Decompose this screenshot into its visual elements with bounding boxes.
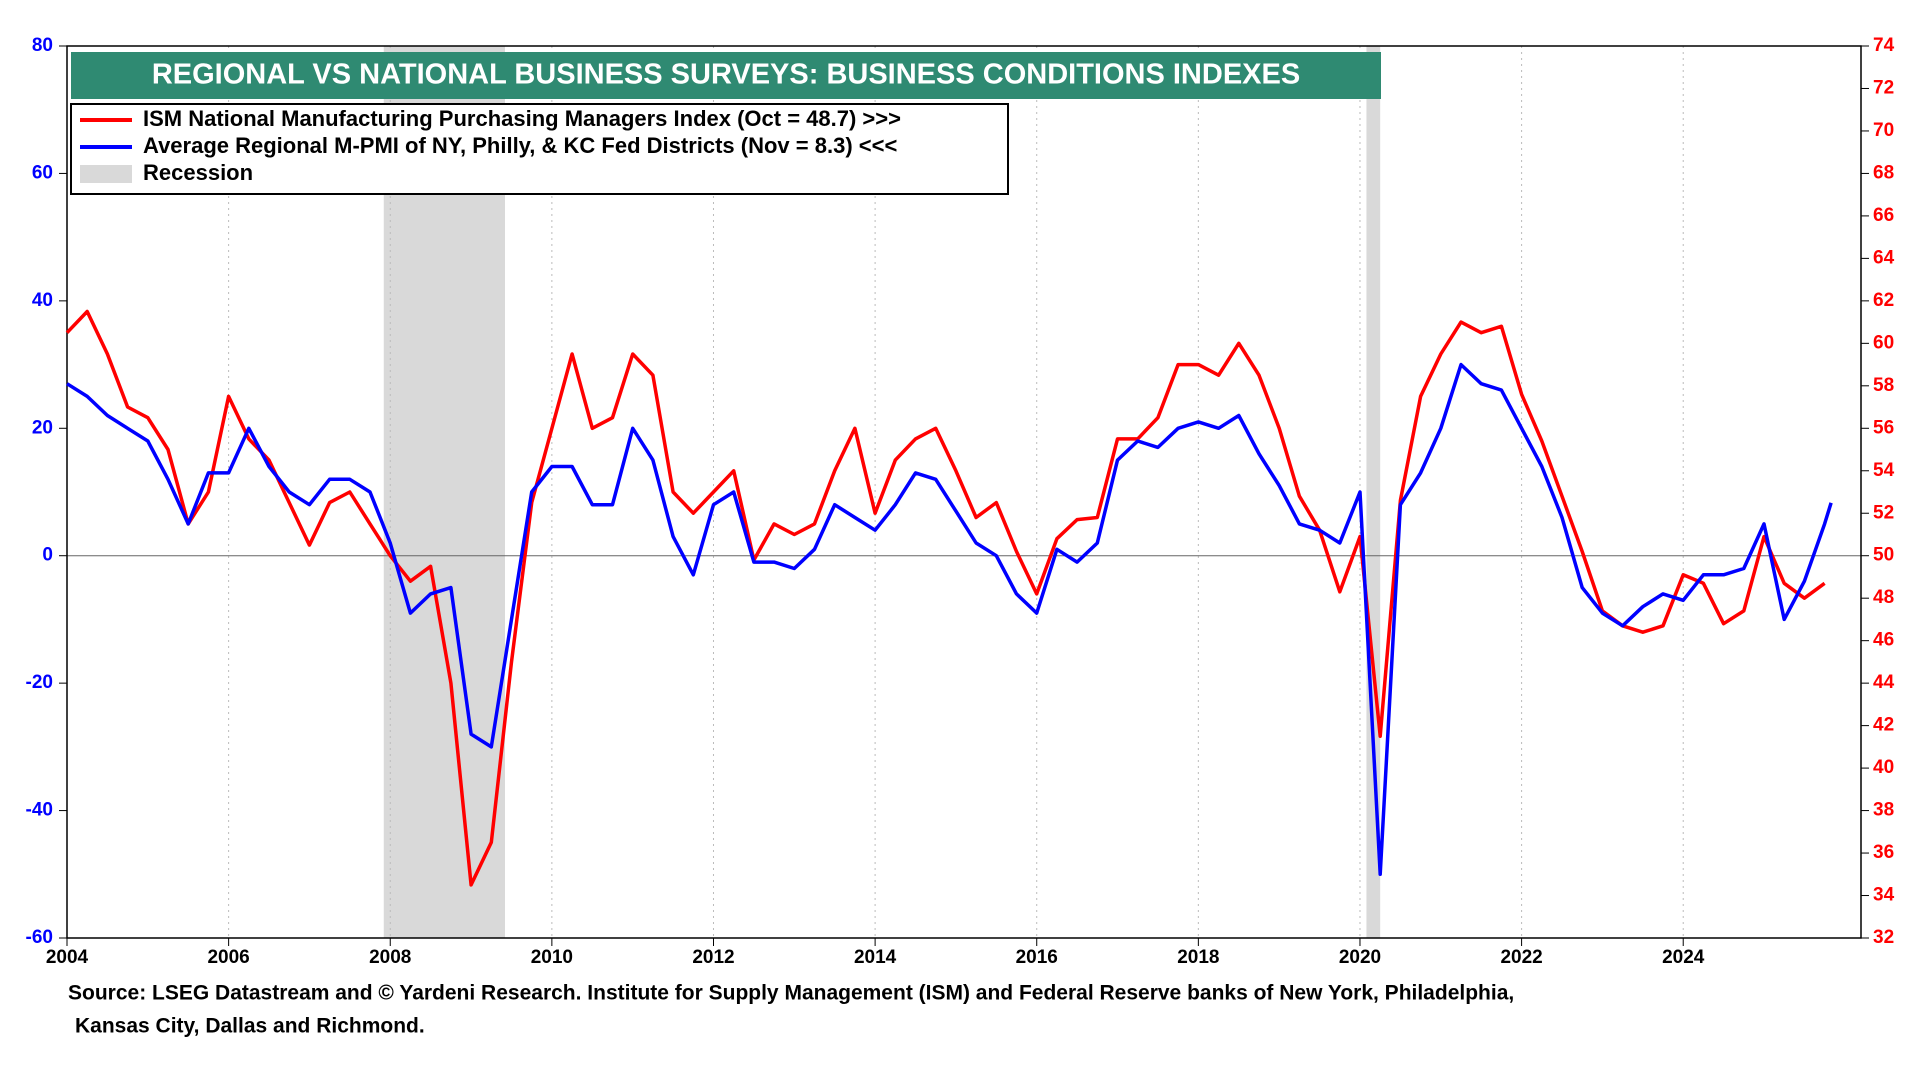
x-tick-label: 2010	[531, 947, 573, 968]
title-banner	[71, 52, 1381, 99]
legend-label: Recession	[143, 160, 253, 185]
legend-swatch	[80, 165, 132, 183]
x-tick-label: 2018	[1177, 947, 1219, 968]
legend-label: ISM National Manufacturing Purchasing Ma…	[143, 106, 901, 131]
x-tick-label: 2016	[1016, 947, 1058, 968]
y2-tick-label: 68	[1873, 162, 1894, 183]
y2-tick-label: 50	[1873, 545, 1894, 566]
x-tick-label: 2004	[46, 947, 89, 968]
legend-box	[70, 103, 1009, 195]
y2-tick-label: 52	[1873, 502, 1894, 523]
y-tick-label: 0	[42, 545, 53, 566]
x-tick-label: 2014	[854, 947, 897, 968]
y2-tick-label: 42	[1873, 715, 1894, 736]
y2-tick-label: 40	[1873, 757, 1894, 778]
y2-tick-label: 66	[1873, 205, 1894, 226]
x-tick-label: 2006	[207, 947, 249, 968]
series-line	[66, 362, 1833, 877]
y2-tick-label: 56	[1873, 417, 1894, 438]
y2-tick-label: 60	[1873, 332, 1894, 353]
y-tick-label: 60	[32, 162, 53, 183]
y2-tick-label: 44	[1873, 672, 1895, 693]
y-tick-label: 80	[32, 35, 53, 56]
source-note: Kansas City, Dallas and Richmond.	[75, 1015, 425, 1038]
chart-title: REGIONAL VS NATIONAL BUSINESS SURVEYS: B…	[152, 59, 1300, 91]
y2-tick-label: 70	[1873, 120, 1894, 141]
y-tick-label: 40	[32, 290, 53, 311]
y2-tick-label: 54	[1873, 460, 1895, 481]
x-tick-label: 2022	[1500, 947, 1542, 968]
x-tick-label: 2008	[369, 947, 411, 968]
y2-tick-label: 74	[1873, 35, 1895, 56]
x-tick-label: 2012	[692, 947, 734, 968]
y2-tick-label: 64	[1873, 247, 1895, 268]
y2-tick-label: 62	[1873, 290, 1894, 311]
plot-frame	[66, 45, 1862, 939]
y2-tick-label: 32	[1873, 927, 1894, 948]
y2-tick-label: 36	[1873, 842, 1894, 863]
y-tick-label: -20	[26, 672, 53, 693]
y2-tick-label: 58	[1873, 375, 1894, 396]
series-line	[65, 309, 1826, 887]
y-tick-label: -60	[26, 927, 53, 948]
y2-tick-label: 46	[1873, 630, 1894, 651]
legend-label: Average Regional M-PMI of NY, Philly, & …	[143, 133, 897, 158]
y-tick-label: -40	[26, 800, 53, 821]
y2-tick-label: 38	[1873, 800, 1894, 821]
y2-tick-label: 34	[1873, 885, 1895, 906]
y2-tick-label: 72	[1873, 77, 1894, 98]
y-tick-label: 20	[32, 417, 53, 438]
x-tick-label: 2020	[1339, 947, 1381, 968]
source-note: Source: LSEG Datastream and © Yardeni Re…	[68, 982, 1514, 1005]
y2-tick-label: 48	[1873, 587, 1894, 608]
x-tick-label: 2024	[1662, 947, 1705, 968]
